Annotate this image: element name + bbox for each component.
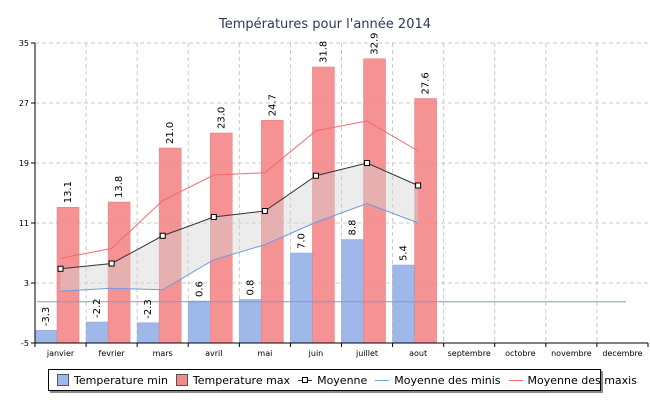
- moyenne-marker: [261, 208, 268, 214]
- data-label-temperature-max: 31.8: [318, 41, 329, 63]
- data-label-temperature-min: -3.3: [41, 307, 52, 327]
- x-tick-label: novembre: [551, 349, 592, 358]
- bar-temperature-min: [290, 252, 313, 344]
- legend-label-moyenne-maxis: Moyenne des maxis: [527, 373, 637, 387]
- x-tick-label: mars: [153, 349, 173, 358]
- chart-title: Températures pour l'année 2014: [218, 17, 431, 32]
- bar-temperature-min: [392, 264, 415, 344]
- y-tick-label: -5: [21, 339, 29, 348]
- chart-legend: Temperature min Temperature max Moyenne …: [48, 369, 637, 391]
- data-label-temperature-max: 21.0: [165, 122, 176, 144]
- x-tick-label: septembre: [448, 349, 491, 358]
- moyenne-marker: [108, 260, 115, 267]
- legend-marker-moyenne: [298, 375, 313, 385]
- moyenne-marker: [210, 214, 217, 220]
- moyenne-marker: [364, 160, 371, 166]
- legend-marker-moyenne-minis: [375, 375, 390, 385]
- legend-item-temperature-min: Temperature min: [57, 374, 168, 387]
- data-label-temperature-max: 23.0: [216, 107, 227, 129]
- bar-temperature-min: [136, 322, 160, 344]
- bar-temperature-min: [85, 321, 109, 344]
- y-tick-label: 27: [19, 99, 29, 108]
- y-tick-label: 3: [24, 279, 29, 288]
- x-tick-label: juillet: [355, 349, 378, 358]
- x-tick-label: janvier: [46, 349, 75, 358]
- data-label-temperature-max: 24.7: [267, 94, 278, 116]
- y-tick-label: 11: [19, 219, 29, 228]
- legend-swatch-temperature-min: [57, 374, 69, 386]
- moyenne-marker: [415, 182, 422, 189]
- x-tick-label: aout: [409, 349, 427, 358]
- legend-swatch-temperature-max: [175, 374, 188, 386]
- legend-item-temperature-max: Temperature max: [175, 373, 291, 387]
- data-label-temperature-min: 8.8: [348, 220, 359, 236]
- data-label-temperature-max: 13.1: [63, 181, 74, 203]
- data-label-temperature-min: 7.0: [296, 233, 307, 249]
- y-tick-label: 35: [19, 39, 29, 48]
- data-label-temperature-min: 0.6: [194, 281, 205, 297]
- legend-label-temperature-min: Temperature min: [74, 373, 168, 387]
- data-label-temperature-max: 27.6: [421, 72, 432, 94]
- moyenne-band: [60, 163, 419, 292]
- line-moyenne-des-maxis: [60, 120, 419, 259]
- legend-item-moyenne-minis: Moyenne des minis: [375, 373, 501, 387]
- x-tick-label: octobre: [505, 349, 536, 358]
- moyenne-marker: [312, 172, 319, 179]
- y-tick-label: 19: [19, 159, 29, 168]
- bar-temperature-min: [34, 330, 58, 344]
- moyenne-marker: [159, 232, 166, 239]
- data-label-temperature-min: -2.3: [143, 299, 154, 319]
- bar-temperature-min: [341, 239, 364, 344]
- x-tick-label: avril: [205, 349, 222, 358]
- legend-label-moyenne-minis: Moyenne des minis: [394, 373, 501, 387]
- x-tick-label: decembre: [602, 349, 642, 358]
- data-label-temperature-min: 5.4: [399, 245, 410, 261]
- x-tick-label: fevrier: [99, 349, 126, 358]
- bar-temperature-min: [188, 300, 211, 344]
- legend-label-temperature-max: Temperature max: [192, 373, 291, 387]
- data-label-temperature-min: 0.8: [245, 280, 256, 296]
- data-label-temperature-max: 13.8: [114, 176, 125, 198]
- legend-item-moyenne: Moyenne: [298, 374, 367, 387]
- line-moyenne: [60, 162, 419, 270]
- moyenne-marker: [57, 265, 64, 272]
- legend-item-moyenne-maxis: Moyenne des maxis: [508, 373, 637, 387]
- data-label-temperature-max: 32.9: [370, 32, 381, 54]
- data-label-temperature-min: -2.2: [92, 298, 103, 318]
- x-tick-label: mai: [257, 349, 272, 358]
- x-tick-label: juin: [308, 349, 324, 358]
- line-moyenne-des-minis: [60, 202, 419, 292]
- bar-temperature-min: [239, 299, 262, 344]
- legend-marker-moyenne-maxis: [508, 375, 523, 385]
- legend-label-moyenne: Moyenne: [317, 373, 368, 387]
